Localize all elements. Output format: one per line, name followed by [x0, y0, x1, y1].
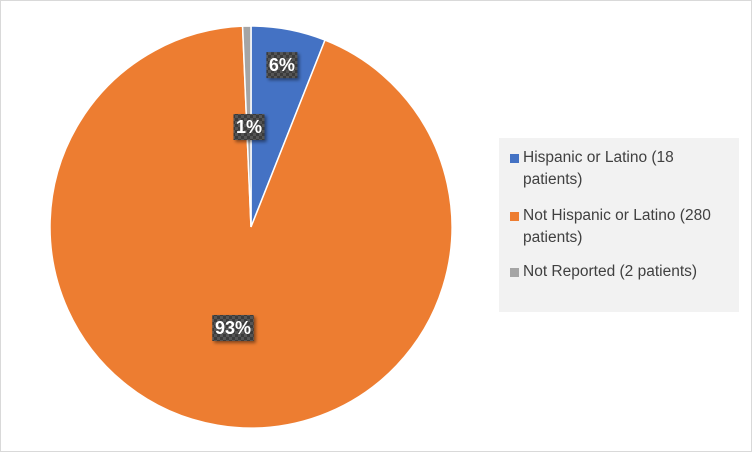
legend-label-not-hispanic: Not Hispanic or Latino (280 patients) — [523, 207, 711, 246]
data-label-text-not-hispanic: 93% — [215, 318, 251, 338]
data-label-not-reported: 1% — [233, 114, 265, 140]
legend-swatch-hispanic — [510, 154, 519, 163]
legend-label-not-reported: Not Reported (2 patients) — [523, 263, 698, 280]
chart-legend: Hispanic or Latino (18 patients) Not His… — [499, 138, 739, 312]
data-label-not-hispanic: 93% — [212, 315, 254, 341]
legend-item-hispanic: Hispanic or Latino (18 patients) — [507, 147, 735, 191]
legend-item-not-reported: Not Reported (2 patients) — [507, 261, 735, 283]
legend-label-hispanic: Hispanic or Latino (18 patients) — [523, 149, 674, 188]
data-label-hispanic: 6% — [266, 52, 298, 79]
data-label-text-not-reported: 1% — [236, 117, 262, 137]
pie-slice-not-hispanic — [49, 25, 453, 429]
data-label-bg-not-hispanic — [212, 315, 254, 341]
data-label-bg-hispanic — [266, 52, 298, 79]
data-label-text-hispanic: 6% — [269, 55, 295, 75]
legend-item-not-hispanic: Not Hispanic or Latino (280 patients) — [507, 205, 735, 249]
legend-swatch-not-hispanic — [510, 212, 519, 221]
legend-swatch-not-reported — [510, 268, 519, 277]
data-label-bg-not-reported — [233, 114, 265, 140]
